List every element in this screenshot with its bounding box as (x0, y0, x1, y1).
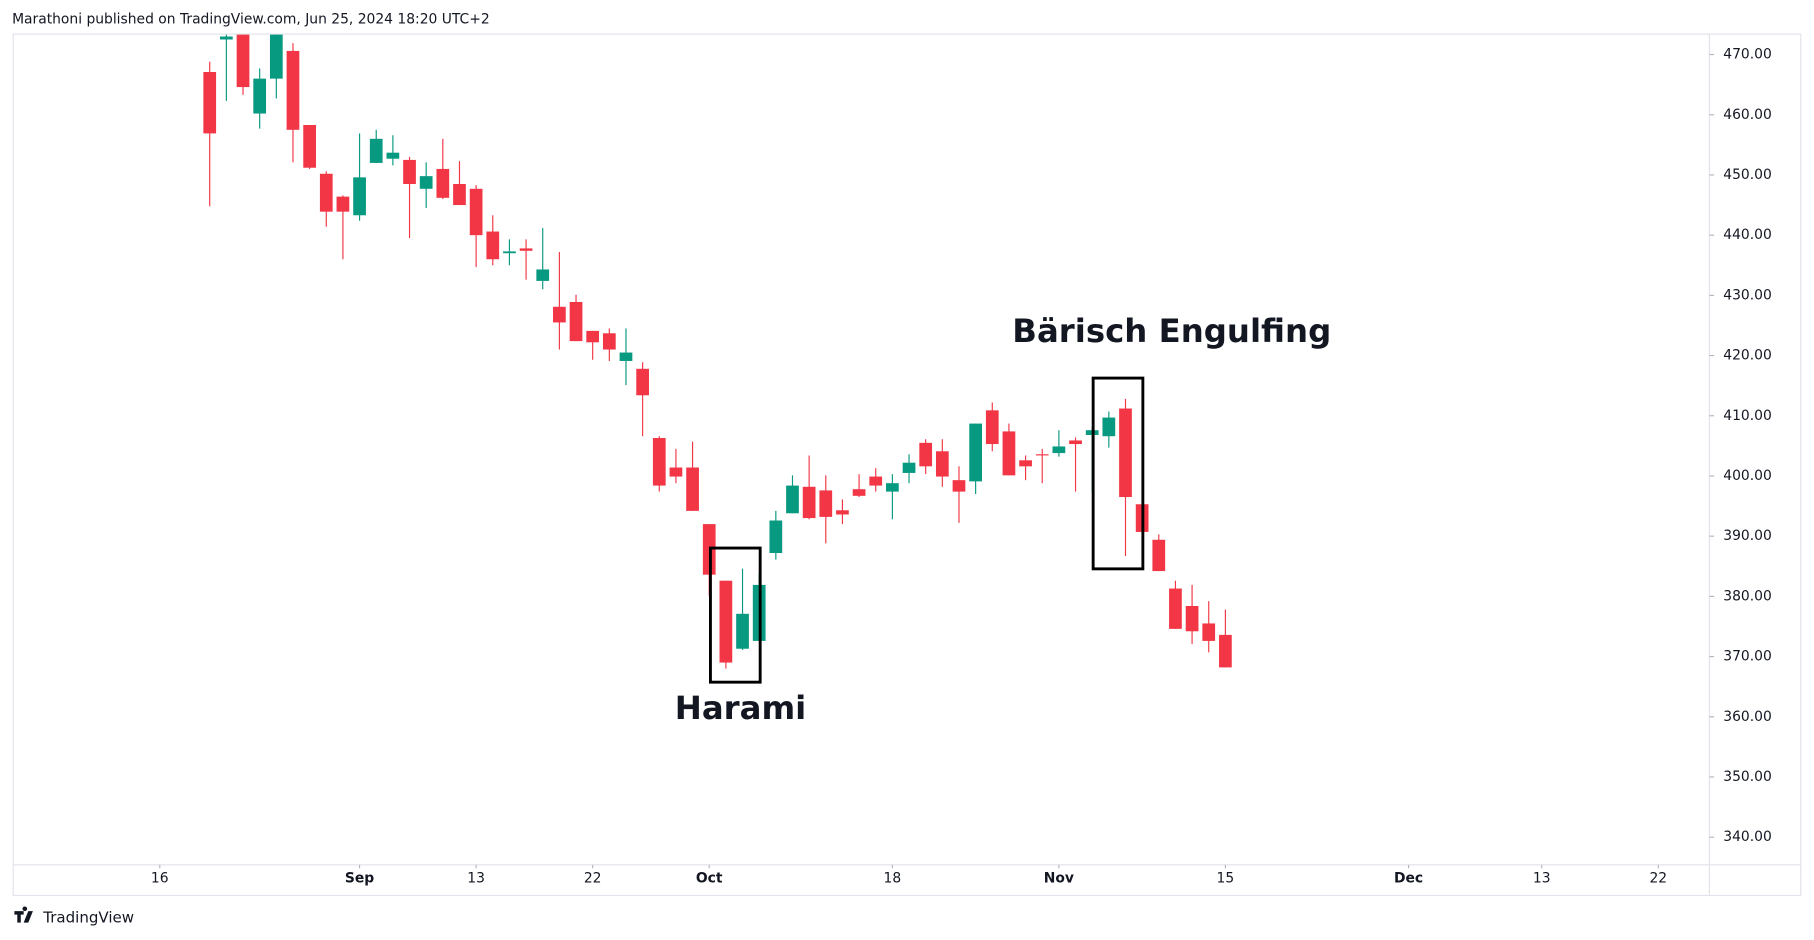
annotation: Harami (675, 689, 807, 727)
candle-body (802, 486, 816, 519)
price-label: 440.00 (1723, 227, 1772, 243)
candle-body (319, 173, 333, 212)
annotation: Bärisch Engulfing (1012, 312, 1331, 350)
publish-info: Marathoni published on TradingView.com, … (12, 12, 490, 28)
time-label: 22 (584, 871, 602, 887)
price-label: 370.00 (1723, 649, 1772, 665)
candle-body (269, 34, 283, 79)
time-label: 18 (884, 871, 902, 887)
candle-body (553, 306, 566, 323)
price-label: 360.00 (1723, 709, 1772, 725)
candle-body (886, 483, 899, 492)
candle-body (569, 301, 583, 342)
candle-body (852, 489, 866, 496)
time-label: Sep (345, 871, 374, 887)
candle-body (985, 410, 999, 445)
candle-body (586, 330, 600, 343)
candle-body (303, 124, 316, 168)
time-label: Oct (696, 871, 723, 887)
candle-body (902, 462, 916, 473)
candle-body (1202, 623, 1216, 641)
candle-body (369, 138, 383, 163)
candle-body (969, 423, 982, 482)
candle-body (952, 480, 966, 492)
candle-body (220, 36, 233, 40)
logo (14, 906, 33, 923)
candle-body (919, 442, 933, 467)
candle-body (403, 159, 416, 184)
candle-body (836, 510, 849, 515)
price-label: 460.00 (1723, 107, 1772, 123)
price-label: 420.00 (1723, 348, 1772, 364)
candle-body (503, 251, 516, 254)
candle-body (1152, 539, 1166, 572)
candle-body (1019, 460, 1032, 467)
candle-body (486, 231, 500, 260)
candle-body (536, 269, 550, 281)
time-label: 13 (467, 871, 485, 887)
price-label: 470.00 (1723, 47, 1772, 63)
price-label: 430.00 (1723, 287, 1772, 303)
candle-body (935, 451, 949, 477)
candle-body (253, 78, 267, 114)
candle-body (769, 520, 783, 554)
candle-body (469, 188, 483, 236)
candle-body (819, 490, 833, 517)
candle-body (602, 333, 616, 350)
candle-body (203, 72, 217, 134)
price-label: 410.00 (1723, 408, 1772, 424)
candle-body (1169, 588, 1182, 629)
candle-body (869, 476, 883, 486)
candle-body (1219, 634, 1232, 668)
candle-body (1069, 440, 1082, 445)
time-label: 15 (1217, 871, 1235, 887)
chart-frame (12, 33, 1802, 897)
candle-body (1052, 446, 1066, 454)
candle-body (1002, 431, 1016, 476)
price-label: 390.00 (1723, 528, 1772, 544)
candles (203, 34, 1232, 669)
candle-body (736, 613, 749, 649)
price-label: 400.00 (1723, 468, 1772, 484)
candle-body (453, 183, 466, 206)
time-label: 16 (151, 871, 169, 887)
candle-body (1185, 605, 1199, 632)
candle-body (719, 580, 733, 663)
candle-body (619, 352, 633, 361)
price-label: 450.00 (1723, 167, 1772, 183)
candle-body (1035, 454, 1049, 456)
engulfing-box (1091, 376, 1145, 571)
candle-body (236, 34, 250, 88)
candle-body (686, 467, 699, 511)
time-label: Nov (1044, 871, 1074, 887)
candle-body (386, 152, 400, 159)
candle-body (636, 368, 649, 396)
time-label: 13 (1533, 871, 1551, 887)
price-label: 380.00 (1723, 588, 1772, 604)
candle-body (1119, 408, 1132, 498)
candle-body (336, 196, 350, 212)
candle-body (286, 50, 300, 130)
candle-body (419, 176, 433, 189)
candle-body (652, 438, 666, 486)
price-label: 340.00 (1723, 829, 1772, 845)
candle-body (1102, 417, 1116, 437)
time-label: 22 (1649, 871, 1667, 887)
candle-body (353, 177, 366, 216)
candle-body (669, 467, 683, 477)
candle-body (519, 248, 533, 251)
candle-body (786, 485, 799, 514)
candle-body (436, 168, 450, 198)
time-label: Dec (1394, 871, 1423, 887)
harami-box (708, 546, 762, 684)
price-label: 350.00 (1723, 769, 1772, 785)
footer-brand: TradingView (42, 909, 134, 927)
